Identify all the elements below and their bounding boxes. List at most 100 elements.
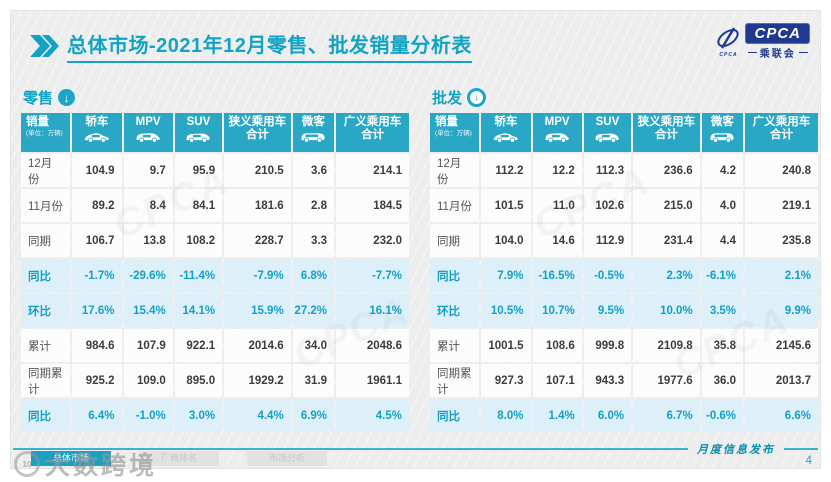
cell: 235.8 [745,224,818,257]
cell: 112.2 [481,154,531,187]
cell: 9.9% [745,294,818,327]
wholesale-label: 批发 [432,90,463,107]
table-row: 同期 106.7 13.8 108.2 228.7 3.3 232.0 [21,224,409,257]
mpv-icon [545,133,570,143]
cell: 112.9 [583,224,632,257]
tab-overall-market[interactable]: 总体市场 [31,451,111,466]
row-label: 同期累计 [430,364,480,397]
cell: 228.7 [224,224,291,257]
cell: 4.5% [336,399,409,432]
cell: 6.7% [633,399,700,432]
col-header: 狭义乘用车 合计 [224,113,291,152]
cell: 6.8% [292,259,335,292]
cell: 36.0 [701,364,744,397]
table-row: 累计 1001.5 108.6 999.8 2109.8 35.8 2145.6 [430,329,818,362]
col-header: 广义乘用车 合计 [745,113,818,152]
cpca-emblem-icon: CPCA [714,26,742,58]
wholesale-data-table: 销量 (单位：万辆) 轿车 MPV SUV 狭义乘用车 合计 微客 广义乘用车 合计 12月份 112… [428,111,820,434]
cell: 999.8 [583,329,632,362]
page-title: 总体市场-2021年12月零售、批发销量分析表 [67,29,472,63]
cell: 10.5% [481,294,531,327]
cell: -29.6% [123,259,173,292]
cell: 181.6 [224,189,291,222]
cell: 95.9 [174,154,223,187]
retail-data-table: 销量 (单位：万辆) 轿车 MPV SUV 狭义乘用车 合计 微客 广义乘用车 合计 12月份 104… [19,111,411,434]
cell: 104.0 [481,224,531,257]
cell: 3.6 [292,154,335,187]
row-label: 同比 [430,259,480,292]
table-row: 11月份 101.5 11.0 102.6 215.0 4.0 219.1 [430,189,818,222]
cell: 2014.6 [224,329,291,362]
cell: 927.3 [481,364,531,397]
cell: 14.6 [532,224,582,257]
row-label: 同期累计 [21,364,71,397]
cell: 2048.6 [336,329,409,362]
cell: -16.5% [532,259,582,292]
row-label: 同期 [21,224,71,257]
cell: 101.5 [481,189,531,222]
tab-manufacturer-ranking[interactable]: 厂商排名 [139,451,219,466]
retail-label: 零售 [23,90,54,107]
row-label: 12月份 [430,154,480,187]
cell: 4.4% [224,399,291,432]
table-row: 环比 10.5% 10.7% 9.5% 10.0% 3.5% 9.9% [430,294,818,327]
cell: 35.8 [701,329,744,362]
cell: 6.0% [583,399,632,432]
cell: 1929.2 [224,364,291,397]
bottom-tabs: 总体市场 厂商排名 市场分析 [31,451,327,466]
col-header: SUV [174,113,223,152]
cell: 2145.6 [745,329,818,362]
cell: 7.9% [481,259,531,292]
wholesale-section-label: 批发 ↓ [432,87,487,108]
cell: 107.1 [532,364,582,397]
double-chevron-icon [30,35,59,57]
table-row: 环比 17.6% 15.4% 14.1% 15.9% 27.2% 16.1% [21,294,409,327]
cell: 108.6 [532,329,582,362]
title-row: 总体市场-2021年12月零售、批发销量分析表 [29,29,472,63]
row-label: 环比 [21,294,71,327]
cell: 3.3 [292,224,335,257]
cell: 17.6% [72,294,122,327]
cell: 219.1 [745,189,818,222]
retail-table: 销量 (单位：万辆) 轿车 MPV SUV 狭义乘用车 合计 微客 广义乘用车 合计 12月份 104… [19,111,411,434]
cpca-logo: CPCA CPCA 乘联会 [714,23,810,60]
suv-icon [186,133,211,143]
cell: 214.1 [336,154,409,187]
cell: 15.4% [123,294,173,327]
footer-label: 月度信息发布 [688,441,784,457]
cell: 9.7 [123,154,173,187]
col-header: SUV [583,113,632,152]
cell: 4.0 [701,189,744,222]
cell: 184.5 [336,189,409,222]
cell: 922.1 [174,329,223,362]
cell: 11.0 [532,189,582,222]
cell: -7.9% [224,259,291,292]
cell: 231.4 [633,224,700,257]
cell: 107.9 [123,329,173,362]
col-header: MPV [123,113,173,152]
slide: 总体市场-2021年12月零售、批发销量分析表 CPCA CPCA 乘联会 零售… [10,10,821,469]
cell: 3.0% [174,399,223,432]
cell: 4.4 [701,224,744,257]
cell: 1977.6 [633,364,700,397]
cell: 895.0 [174,364,223,397]
row-label: 累计 [430,329,480,362]
cell: 236.6 [633,154,700,187]
cell: -0.5% [583,259,632,292]
cell: -1.7% [72,259,122,292]
cell: 925.2 [72,364,122,397]
table-row: 同比 8.0% 1.4% 6.0% 6.7% -0.6% 6.6% [430,399,818,432]
table-row: 同期 104.0 14.6 112.9 231.4 4.4 235.8 [430,224,818,257]
cell: -11.4% [174,259,223,292]
row-label: 同比 [21,399,71,432]
row-label: 11月份 [430,189,480,222]
cell: -0.6% [701,399,744,432]
col-header: 轿车 [72,113,122,152]
cell: 13.8 [123,224,173,257]
cell: 1001.5 [481,329,531,362]
row-label: 12月份 [21,154,71,187]
cell: 6.9% [292,399,335,432]
retail-section-label: 零售 ↓ [23,87,76,108]
table-row: 同比 7.9% -16.5% -0.5% 2.3% -6.1% 2.1% [430,259,818,292]
tab-market-analysis[interactable]: 市场分析 [247,451,327,466]
